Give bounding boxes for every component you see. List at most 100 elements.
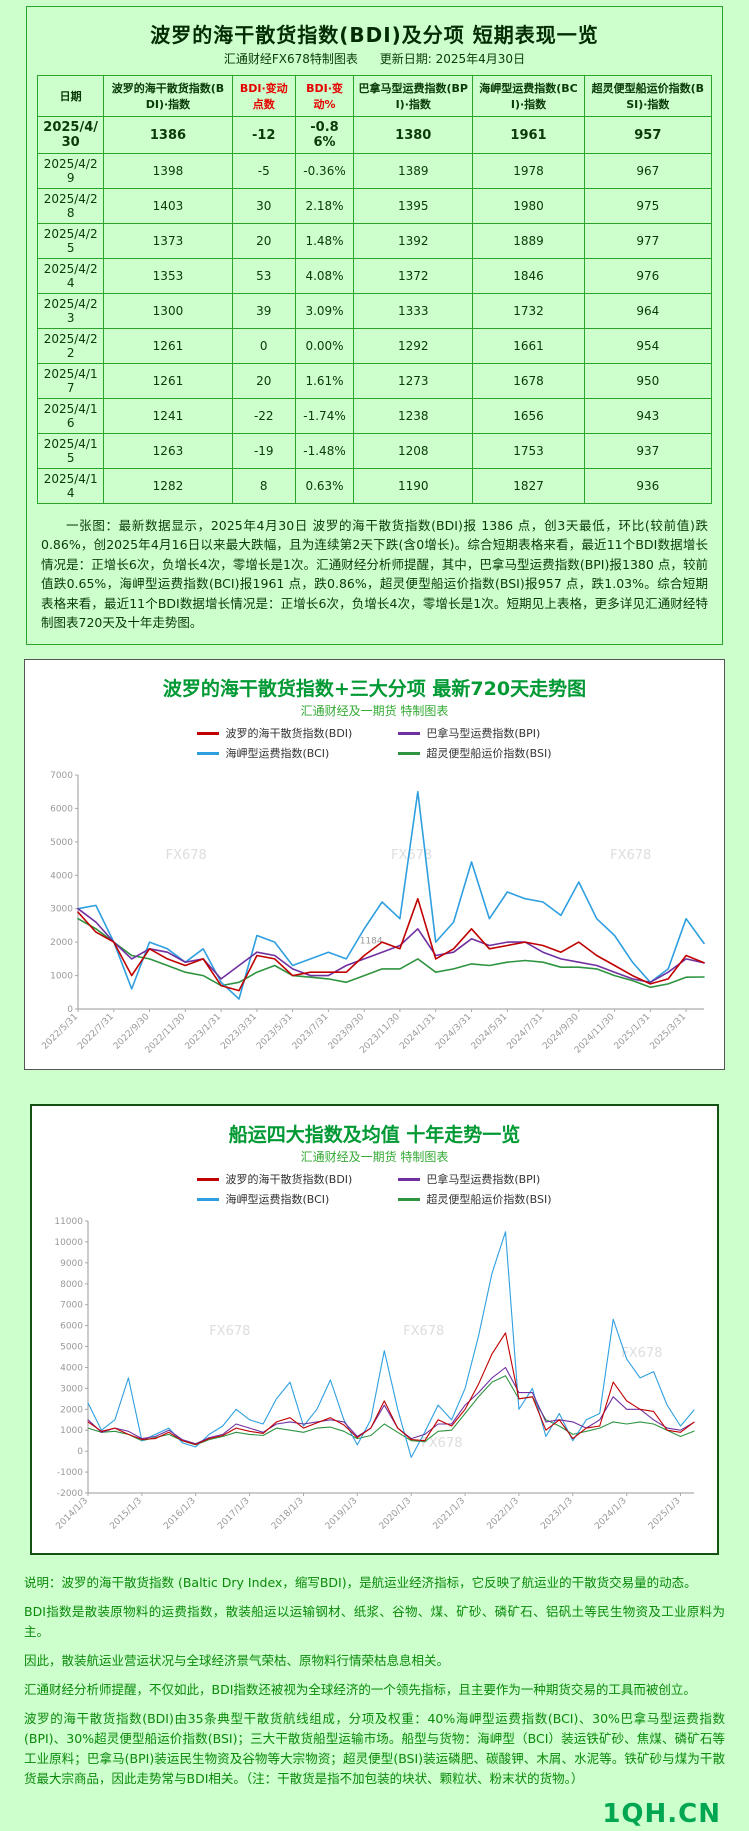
table-cell: 1273 — [353, 363, 474, 399]
table-cell: 1263 — [103, 433, 233, 469]
svg-text:9000: 9000 — [60, 1259, 83, 1269]
table-cell: 1678 — [472, 363, 585, 399]
svg-text:FX678: FX678 — [209, 1324, 250, 1339]
col-bdi_chg: BDI·变动点数 — [231, 75, 296, 117]
notes-section: 说明：波罗的海干散货指数 (Baltic Dry Index，缩写BDI)，是航… — [24, 1573, 725, 1789]
table-cell: 1333 — [353, 293, 474, 329]
legend-swatch-bpi — [398, 731, 421, 735]
table-cell: 1398 — [103, 153, 233, 189]
table-cell: 943 — [583, 398, 713, 434]
table-cell: 1238 — [353, 398, 474, 434]
svg-text:FX678: FX678 — [403, 1324, 444, 1339]
legend-swatch-bsi — [398, 751, 421, 755]
table-cell: 20 — [231, 363, 296, 399]
table-row: 2025/4/14 1282 8 0.63% 1190 1827 936 — [36, 468, 713, 504]
page: { "page": { "background": "#ccffcc", "lo… — [0, 6, 749, 1831]
table-row: 2025/4/15 1263 -19 -1.48% 1208 1753 937 — [36, 433, 713, 469]
table-cell: 1661 — [472, 328, 585, 364]
col-date: 日期 — [36, 75, 105, 117]
col-bdi_pct: BDI·变动% — [294, 75, 355, 117]
legend-item-bdi: 波罗的海干散货指数(BDI) — [197, 1171, 352, 1187]
svg-text:-2000: -2000 — [56, 1489, 82, 1499]
table-cell: 2025/4/30 — [36, 116, 105, 154]
table-row: 2025/4/28 1403 30 2.18% 1395 1980 975 — [36, 188, 713, 224]
svg-text:6000: 6000 — [50, 805, 73, 815]
table-cell: -0.36% — [294, 153, 355, 189]
legend-item-bsi: 超灵便型船运价指数(BSI) — [398, 1191, 552, 1207]
table-cell: 53 — [231, 258, 296, 294]
table-cell: -1.48% — [294, 433, 355, 469]
svg-text:7000: 7000 — [60, 1301, 83, 1311]
table-cell: 2025/4/16 — [36, 398, 105, 434]
svg-text:5000: 5000 — [60, 1343, 83, 1353]
table-cell: 1282 — [103, 468, 233, 504]
table-cell: 2025/4/22 — [36, 328, 105, 364]
table-cell: 1.48% — [294, 223, 355, 259]
svg-text:10000: 10000 — [54, 1238, 83, 1248]
svg-text:0: 0 — [67, 1005, 73, 1015]
table-cell: -22 — [231, 398, 296, 434]
table-cell: 936 — [583, 468, 713, 504]
table-cell: 975 — [583, 188, 713, 224]
table-cell: 8 — [231, 468, 296, 504]
svg-text:1184: 1184 — [359, 937, 382, 947]
table-cell: 1961 — [472, 116, 585, 154]
table-cell: 0 — [231, 328, 296, 364]
col-bpi: 巴拿马型运费指数(BPI)·指数 — [353, 75, 474, 117]
short-term-panel: 波罗的海干散货指数(BDI)及分项 短期表现一览 汇通财经FX678特制图表 更… — [26, 6, 723, 646]
table-row: 2025/4/24 1353 53 4.08% 1372 1846 976 — [36, 258, 713, 294]
svg-text:1000: 1000 — [60, 1426, 83, 1436]
legend-label-bpi: 巴拿马型运费指数(BPI) — [426, 727, 541, 741]
table-cell: 39 — [231, 293, 296, 329]
table-cell: 1261 — [103, 328, 233, 364]
table-cell: 1978 — [472, 153, 585, 189]
table-cell: 2025/4/28 — [36, 188, 105, 224]
svg-text:FX678: FX678 — [610, 848, 651, 863]
table-row: 2025/4/25 1373 20 1.48% 1392 1889 977 — [36, 223, 713, 259]
legend-item-bci: 海岬型运费指数(BCI) — [197, 745, 352, 761]
legend-item-bpi: 巴拿马型运费指数(BPI) — [398, 1171, 551, 1187]
table-cell: -5 — [231, 153, 296, 189]
table-cell: 30 — [231, 188, 296, 224]
table-cell: 1386 — [103, 116, 233, 154]
table-cell: 1292 — [353, 328, 474, 364]
legend-swatch-bci — [197, 751, 220, 755]
table-cell: 2025/4/25 — [36, 223, 105, 259]
table-cell: 4.08% — [294, 258, 355, 294]
summary-text: 一张图：最新数据显示，2025年4月30日 波罗的海干散货指数(BDI)报 13… — [41, 518, 708, 630]
table-cell: 2025/4/23 — [36, 293, 105, 329]
table-cell: 1208 — [353, 433, 474, 469]
svg-text:FX678: FX678 — [391, 848, 432, 863]
table-cell: 1372 — [353, 258, 474, 294]
svg-text:4000: 4000 — [60, 1364, 83, 1374]
table-cell: 1373 — [103, 223, 233, 259]
table-cell: 937 — [583, 433, 713, 469]
table-cell: 950 — [583, 363, 713, 399]
chart-10y-legend: 波罗的海干散货指数(BDI) 巴拿马型运费指数(BPI) 海岬型运费指数(BCI) 超… — [38, 1171, 711, 1207]
legend-label-bdi: 波罗的海干散货指数(BDI) — [225, 1173, 353, 1187]
line-chart-10y: -2000 -1000 0 1000 2000 3000 4000 5000 6000 7000 8… — [41, 1211, 708, 1552]
legend-item-bpi: 巴拿马型运费指数(BPI) — [398, 725, 551, 741]
table-row: 2025/4/22 1261 0 0.00% 1292 1661 954 — [36, 328, 713, 364]
svg-text:5000: 5000 — [50, 838, 73, 848]
table-cell: 0.00% — [294, 328, 355, 364]
table-cell: 2025/4/14 — [36, 468, 105, 504]
note-paragraph: 汇通财经分析师提醒，不仅如此，BDI指数还被视为全球经济的一个领先指标，且主要作… — [24, 1682, 696, 1698]
table-cell: 1732 — [472, 293, 585, 329]
legend-swatch-bdi — [197, 731, 220, 735]
table-cell: 1395 — [353, 188, 474, 224]
svg-text:4000: 4000 — [50, 872, 73, 882]
table-cell: 1353 — [103, 258, 233, 294]
update-date: 更新日期: 2025年4月30日 — [379, 52, 526, 66]
table-cell: 977 — [583, 223, 713, 259]
svg-text:11000: 11000 — [54, 1217, 83, 1227]
table-cell: 1846 — [472, 258, 585, 294]
table-cell: -12 — [231, 116, 296, 154]
legend-swatch-bpi — [398, 1177, 421, 1181]
table-cell: 1380 — [353, 116, 474, 154]
table-cell: 1889 — [472, 223, 585, 259]
table-cell: 1190 — [353, 468, 474, 504]
chart-720d-panel: 波罗的海干散货指数+三大分项 最新720天走势图 汇通财经及一期货 特制图表 波… — [24, 659, 725, 1071]
table-cell: 1403 — [103, 188, 233, 224]
line-chart-720d: 010002000300040005000600070002022/5/3120… — [31, 765, 718, 1068]
